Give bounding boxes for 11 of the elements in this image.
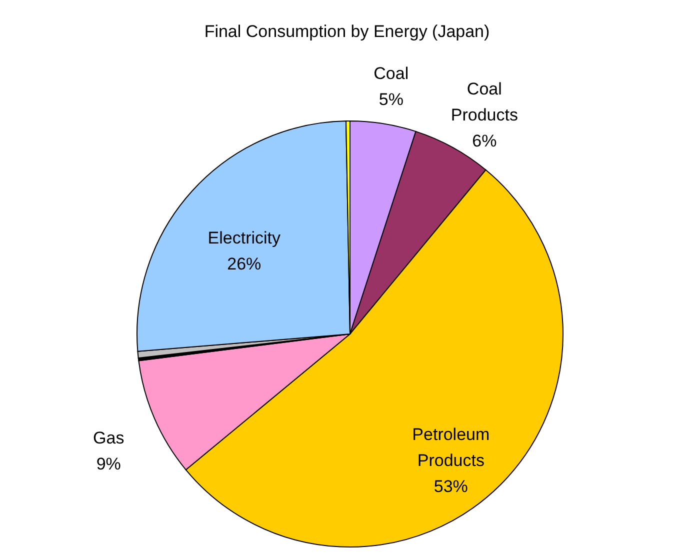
slice-label: Electricity — [208, 228, 282, 248]
data-label: 53% — [434, 476, 468, 496]
slice-label: Coal — [374, 64, 409, 84]
slice-label: Coal Products — [450, 80, 518, 125]
data-label: 6% — [472, 132, 497, 151]
chart-title: Final Consumption by Energy (Japan) — [204, 22, 490, 41]
data-label: 9% — [96, 454, 121, 474]
data-label: 26% — [227, 254, 262, 274]
slice-label: Petroleum Products — [412, 424, 490, 470]
slice-label: Gas — [93, 428, 124, 448]
data-label: 5% — [378, 90, 404, 110]
